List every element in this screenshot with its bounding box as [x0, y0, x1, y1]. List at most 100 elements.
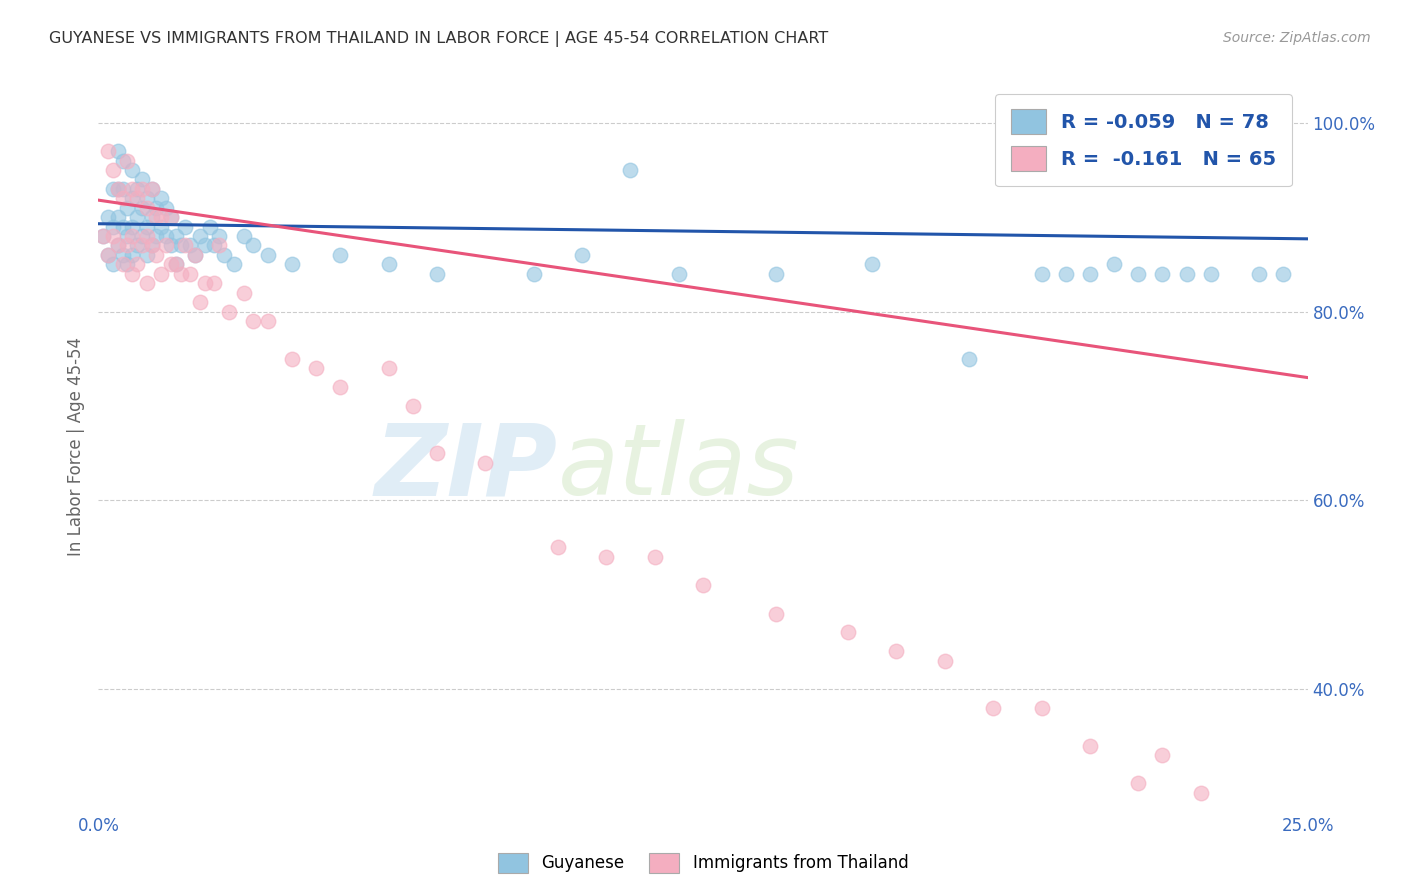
- Point: [145, 201, 167, 215]
- Point: [1272, 267, 1295, 281]
- Point: [150, 191, 173, 205]
- Point: [107, 238, 129, 252]
- Point: [101, 257, 124, 271]
- Point: [121, 163, 143, 178]
- Point: [169, 267, 191, 281]
- Point: [121, 182, 143, 196]
- Point: [107, 238, 129, 252]
- Point: [101, 229, 124, 244]
- Point: [117, 238, 139, 252]
- Point: [765, 267, 787, 281]
- Point: [160, 257, 183, 271]
- Point: [117, 153, 139, 168]
- Point: [242, 238, 264, 252]
- Point: [212, 248, 235, 262]
- Point: [523, 267, 546, 281]
- Point: [135, 219, 157, 234]
- Point: [145, 210, 167, 224]
- Point: [547, 541, 569, 555]
- Point: [377, 361, 399, 376]
- Point: [1152, 748, 1174, 763]
- Point: [1199, 267, 1222, 281]
- Point: [232, 285, 254, 300]
- Point: [204, 238, 226, 252]
- Point: [127, 191, 149, 205]
- Point: [160, 210, 183, 224]
- Point: [571, 248, 593, 262]
- Point: [141, 182, 163, 196]
- Point: [1102, 257, 1125, 271]
- Point: [165, 257, 187, 271]
- Point: [97, 248, 120, 262]
- Point: [377, 257, 399, 271]
- Point: [208, 238, 231, 252]
- Point: [107, 182, 129, 196]
- Point: [837, 625, 859, 640]
- Point: [91, 229, 114, 244]
- Point: [281, 257, 304, 271]
- Point: [111, 191, 134, 205]
- Point: [1078, 739, 1101, 753]
- Legend: Guyanese, Immigrants from Thailand: Guyanese, Immigrants from Thailand: [491, 847, 915, 880]
- Point: [595, 549, 617, 564]
- Point: [117, 201, 139, 215]
- Point: [426, 446, 449, 460]
- Point: [860, 257, 883, 271]
- Point: [281, 351, 304, 366]
- Point: [107, 182, 129, 196]
- Point: [426, 267, 449, 281]
- Point: [188, 295, 211, 310]
- Point: [155, 201, 177, 215]
- Point: [329, 380, 352, 394]
- Point: [165, 257, 187, 271]
- Point: [165, 229, 187, 244]
- Point: [204, 276, 226, 290]
- Point: [127, 257, 149, 271]
- Point: [121, 219, 143, 234]
- Point: [160, 210, 183, 224]
- Point: [188, 229, 211, 244]
- Point: [150, 210, 173, 224]
- Point: [135, 276, 157, 290]
- Point: [1249, 116, 1271, 130]
- Point: [111, 153, 134, 168]
- Point: [107, 210, 129, 224]
- Point: [127, 210, 149, 224]
- Point: [117, 257, 139, 271]
- Point: [222, 257, 245, 271]
- Point: [135, 248, 157, 262]
- Point: [242, 314, 264, 328]
- Point: [131, 229, 153, 244]
- Point: [97, 210, 120, 224]
- Point: [150, 267, 173, 281]
- Point: [91, 229, 114, 244]
- Point: [145, 229, 167, 244]
- Point: [208, 229, 231, 244]
- Point: [1128, 776, 1150, 790]
- Point: [765, 607, 787, 621]
- Point: [329, 248, 352, 262]
- Text: atlas: atlas: [558, 419, 800, 516]
- Point: [135, 201, 157, 215]
- Point: [101, 163, 124, 178]
- Point: [121, 248, 143, 262]
- Point: [981, 701, 1004, 715]
- Point: [117, 229, 139, 244]
- Point: [160, 238, 183, 252]
- Point: [957, 351, 980, 366]
- Point: [474, 456, 496, 470]
- Point: [179, 267, 201, 281]
- Point: [121, 191, 143, 205]
- Point: [692, 578, 714, 592]
- Point: [127, 182, 149, 196]
- Point: [121, 229, 143, 244]
- Point: [174, 219, 197, 234]
- Point: [169, 238, 191, 252]
- Point: [111, 219, 134, 234]
- Point: [305, 361, 328, 376]
- Point: [1054, 267, 1077, 281]
- Point: [141, 182, 163, 196]
- Point: [141, 210, 163, 224]
- Point: [1175, 267, 1198, 281]
- Point: [1249, 267, 1271, 281]
